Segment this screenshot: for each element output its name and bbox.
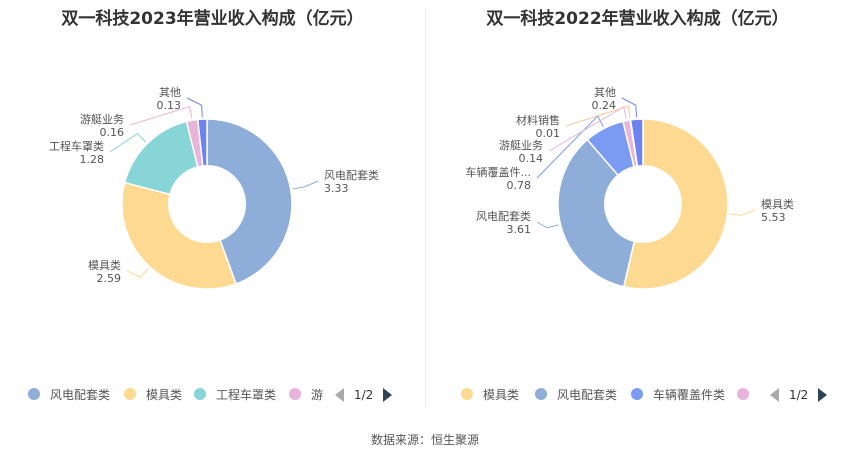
slice-label-value: 1.28 [80,153,105,166]
chart-title: 双一科技2022年营业收入构成（亿元） [486,9,789,29]
leader-line [109,132,147,153]
legend-swatch [124,388,136,400]
legend-label: 游 [311,387,324,402]
leader-line [548,106,627,152]
slice-label-value: 0.13 [157,99,182,112]
leader-line [536,221,559,229]
slice-label-value: 3.61 [507,223,532,236]
legend-pager: 1/2 [335,386,393,404]
legend-swatch [461,388,473,400]
slice-label-name: 风电配套类 [324,168,379,182]
legend-item-truck-cover[interactable]: 工程车罩类 [194,384,276,404]
legend-item-mold[interactable]: 模具类 [124,384,182,404]
legend-label: 模具类 [146,387,183,402]
legend: 风电配套类 模具类 工程车罩类 游 1/2 [0,384,425,404]
legend-next-icon[interactable] [818,388,828,402]
slice-label-name: 模具类 [88,258,121,272]
chart-panel-2022: 双一科技2022年营业收入构成（亿元） 模具类 5.53 风电配套类 3.61 车辆覆盖… [425,0,850,410]
slice-label-value: 0.24 [592,99,617,112]
legend-next-icon[interactable] [383,388,393,402]
legend-swatch [28,388,40,400]
legend-item-yacht[interactable] [737,384,759,404]
slice-label-name: 游艇业务 [499,138,543,152]
donut-slice-风电配套类[interactable] [206,118,293,285]
donut-slice-工程车罩类[interactable] [123,120,199,196]
legend-prev-icon[interactable] [335,388,344,402]
legend-swatch [289,388,301,400]
slice-label-value: 0.78 [507,179,532,192]
slice-label-name: 风电配套类 [476,209,531,223]
legend-swatch [631,388,643,400]
donut-slice-模具类[interactable] [121,181,237,290]
donut-slice-其他[interactable] [629,118,644,168]
legend-item-wind[interactable]: 风电配套类 [535,384,617,404]
slice-label-value: 0.16 [100,126,125,139]
legend-page-indicator: 1/2 [354,388,374,402]
leader-line [565,105,631,127]
slice-label-value: 2.59 [97,272,122,285]
slice-label-value: 0.14 [519,152,544,165]
panel-divider [425,8,426,408]
chart-panel-2023: 双一科技2023年营业收入构成（亿元） 风电配套类 3.33 模具类 2.59 工程车罩… [0,0,425,410]
legend-item-yacht[interactable]: 游 [289,384,323,404]
slice-label-name: 模具类 [761,197,794,211]
slice-label-value: 5.53 [761,211,786,224]
legend-label: 模具类 [483,387,520,402]
slice-label-name: 车辆覆盖件... [466,165,532,179]
slice-label-name: 其他 [159,86,181,99]
legend-swatch [535,388,547,400]
legend-pager: 1/2 [770,386,828,404]
leader-line [126,268,149,278]
legend-swatch [737,388,749,400]
legend-label: 风电配套类 [557,387,618,402]
legend-page-indicator: 1/2 [789,388,809,402]
legend: 模具类 风电配套类 车辆覆盖件类 1/2 [425,384,850,404]
data-source-note: 数据来源：恒生聚源 [370,433,479,447]
legend-swatch [194,388,206,400]
donut-slice-其他[interactable] [196,118,208,167]
legend-label: 工程车罩类 [216,387,277,402]
donut-slice-模具类[interactable] [622,118,729,290]
legend-item-vehicle-cover[interactable]: 车辆覆盖件类 [631,384,725,404]
legend-label: 车辆覆盖件类 [653,387,726,402]
legend-item-mold[interactable]: 模具类 [461,384,519,404]
legend-prev-icon[interactable] [770,388,779,402]
slice-label-name: 工程车罩类 [49,139,104,153]
legend-label: 风电配套类 [50,387,111,402]
slice-label-value: 0.01 [536,127,561,140]
leader-line [621,97,638,118]
slice-label-value: 3.33 [324,182,349,195]
leader-line [129,105,193,126]
slice-label-name: 游艇业务 [80,112,124,126]
slice-label-name: 材料销售 [516,113,560,127]
slice-label-name: 其他 [594,86,616,99]
leader-line [186,97,203,118]
chart-title: 双一科技2023年营业收入构成（亿元） [61,9,364,29]
leader-line [729,209,756,216]
donut-slice-风电配套类[interactable] [557,138,636,288]
legend-item-wind[interactable]: 风电配套类 [28,384,110,404]
leader-line [292,180,319,190]
